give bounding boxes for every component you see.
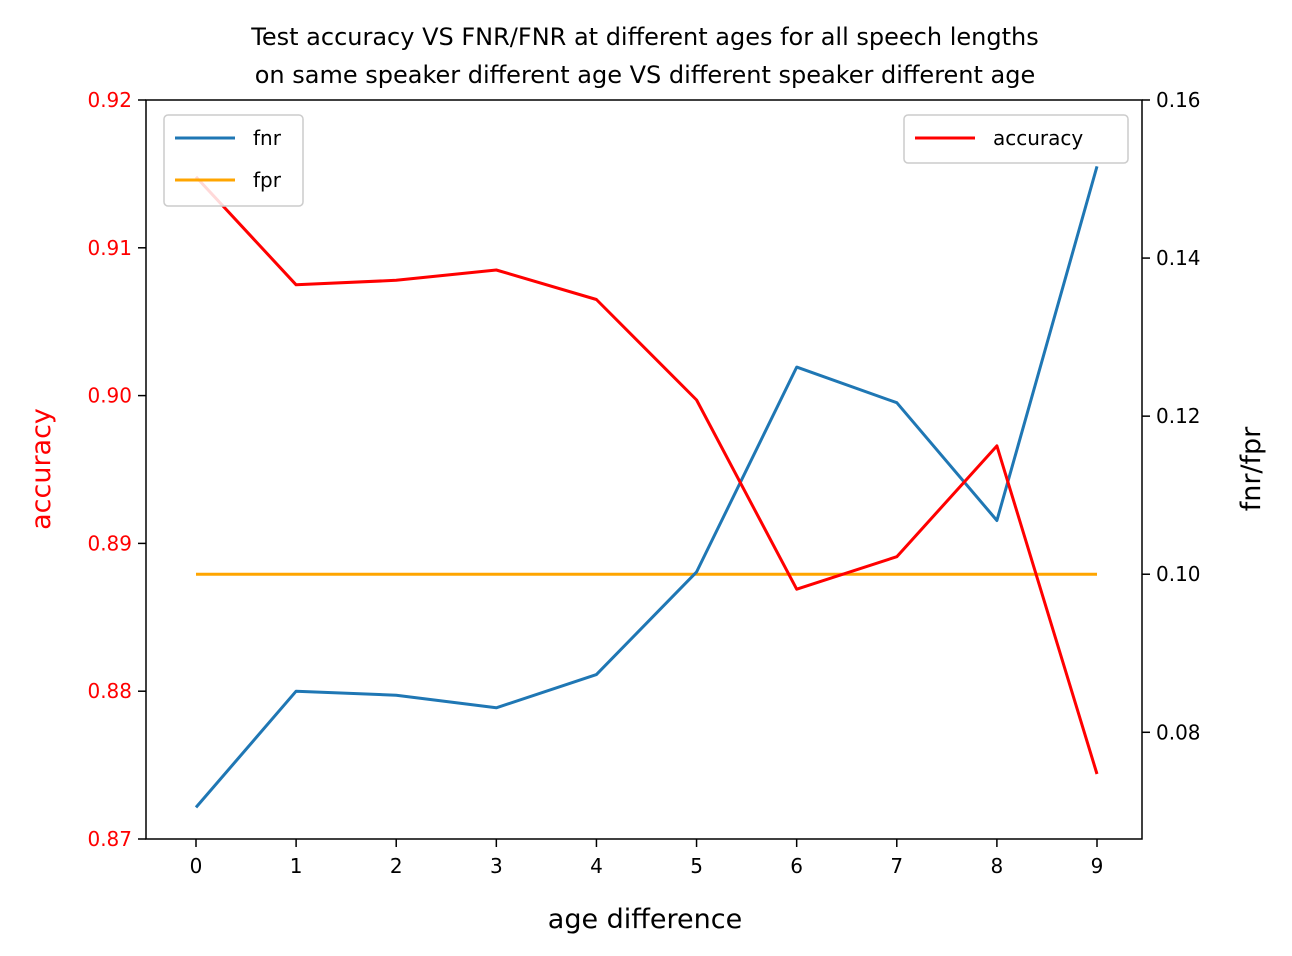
x-tick-label-3: 3: [490, 854, 503, 878]
series-line-accuracy: [194, 175, 1099, 775]
left-tick-label-1: 0.88: [87, 679, 132, 703]
plot-lines: [194, 165, 1099, 809]
right-axis-ticks: 0.08 0.10 0.12 0.14 0.16: [1142, 88, 1201, 744]
series-line-fnr: [194, 165, 1099, 809]
right-tick-label-4: 0.16: [1156, 88, 1201, 112]
x-tick-label-0: 0: [190, 854, 203, 878]
x-tick-label-2: 2: [390, 854, 403, 878]
left-axis-label: accuracy: [26, 408, 57, 530]
x-tick-label-5: 5: [690, 854, 703, 878]
legend-left: fnr fpr: [163, 114, 304, 207]
x-tick-label-8: 8: [991, 854, 1004, 878]
x-tick-label-1: 1: [290, 854, 303, 878]
left-axis-ticks: 0.87 0.88 0.89 0.90 0.91 0.92: [87, 88, 146, 851]
left-tick-label-0: 0.87: [87, 827, 132, 851]
legend-right-frame: [903, 114, 1129, 164]
right-axis-label: fnr/fpr: [1236, 426, 1267, 511]
chart-title: Test accuracy VS FNR/FNR at different ag…: [250, 23, 1038, 89]
right-tick-label-1: 0.10: [1156, 562, 1201, 586]
x-axis-label: age difference: [548, 904, 742, 935]
x-tick-label-9: 9: [1091, 854, 1104, 878]
legend-label-fnr: fnr: [253, 126, 282, 150]
left-tick-label-4: 0.91: [87, 236, 132, 260]
legend-label-accuracy: accuracy: [993, 126, 1083, 150]
left-tick-label-3: 0.90: [87, 384, 132, 408]
x-tick-label-6: 6: [790, 854, 803, 878]
right-tick-label-2: 0.12: [1156, 404, 1201, 428]
left-tick-label-2: 0.89: [87, 531, 132, 555]
left-tick-label-5: 0.92: [87, 88, 132, 112]
x-tick-label-7: 7: [890, 854, 903, 878]
right-tick-label-3: 0.14: [1156, 246, 1201, 270]
chart-title-line-2: on same speaker different age VS differe…: [255, 61, 1036, 89]
plot-frame: [145, 99, 1143, 840]
legend-right: accuracy: [903, 114, 1129, 164]
legend-label-fpr: fpr: [253, 168, 282, 192]
chart-title-line-1: Test accuracy VS FNR/FNR at different ag…: [250, 23, 1038, 51]
x-axis-ticks: 0 1 2 3 4 5 6 7 8 9: [190, 839, 1104, 878]
right-tick-label-0: 0.08: [1156, 720, 1201, 744]
x-tick-label-4: 4: [590, 854, 603, 878]
legend-left-frame: [163, 114, 304, 207]
